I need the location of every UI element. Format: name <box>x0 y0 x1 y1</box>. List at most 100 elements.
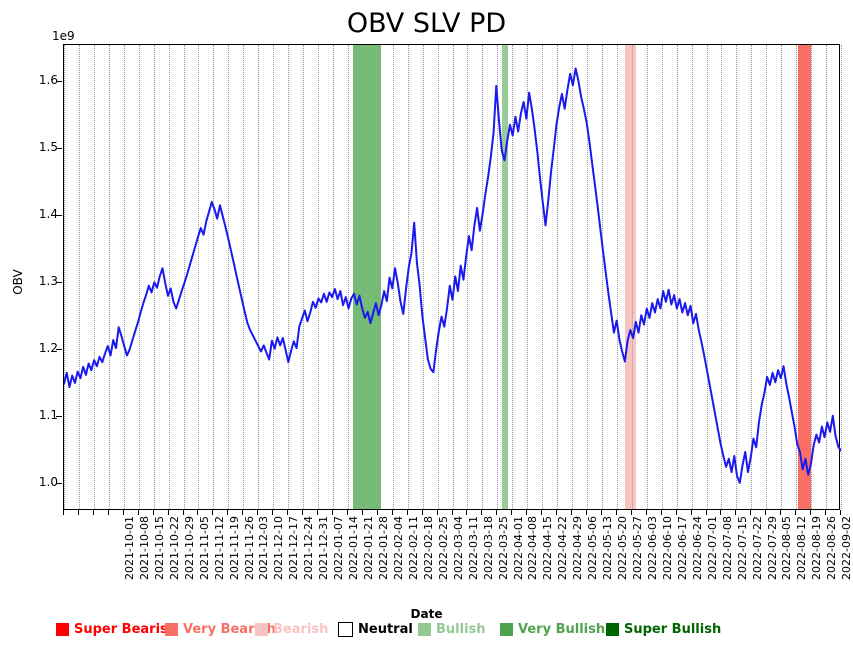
x-tick-label: 2022-04-22 <box>556 516 570 580</box>
gridline-vertical <box>811 45 813 509</box>
legend-item[interactable]: Super Bullish <box>606 619 721 639</box>
gridline-vertical <box>123 45 125 509</box>
legend-label: Bullish <box>436 621 486 637</box>
legend-item[interactable]: Neutral <box>338 619 413 639</box>
legend-swatch <box>338 621 353 637</box>
x-tick-label: 2022-01-14 <box>347 516 361 580</box>
x-tick-mark <box>137 510 139 515</box>
gridline-vertical <box>512 45 514 509</box>
x-tick-mark <box>182 510 184 515</box>
x-tick-mark <box>840 510 841 515</box>
legend-label: Super Bullish <box>624 621 722 637</box>
gridline-vertical <box>303 45 305 509</box>
gridline-vertical <box>138 45 140 509</box>
x-tick-label: 2022-06-10 <box>660 516 674 580</box>
x-tick-label: 2022-01-21 <box>362 516 375 580</box>
x-tick-label: 2022-06-03 <box>645 516 659 580</box>
x-tick-mark <box>92 510 94 515</box>
gridline-vertical <box>288 45 290 509</box>
x-tick-label: 2022-05-13 <box>601 516 615 580</box>
gridline-vertical <box>377 45 379 509</box>
x-tick-mark <box>615 510 617 515</box>
x-tick-mark <box>556 510 558 515</box>
x-tick-mark <box>810 510 812 515</box>
x-tick-label: 2022-02-11 <box>406 516 420 580</box>
x-tick-mark <box>735 510 737 515</box>
x-tick-mark <box>451 510 453 515</box>
legend-label: Neutral <box>358 621 413 637</box>
y-tick-label: 1.0 <box>38 475 58 490</box>
legend-label: Very Bullish <box>518 621 606 637</box>
legend-label: Very Bearish <box>183 621 276 637</box>
gridline-vertical <box>258 45 260 509</box>
legend-item[interactable]: Bearish <box>255 619 328 639</box>
gridline-vertical <box>691 45 693 509</box>
legend-label: Super Bearish <box>74 621 178 637</box>
y-tick-mark <box>56 416 62 418</box>
plot-area <box>63 44 842 510</box>
x-tick-mark <box>361 510 363 515</box>
gridline-vertical <box>841 45 842 509</box>
gridline-vertical <box>437 45 439 509</box>
x-tick-mark <box>287 510 289 515</box>
y-tick-label: 1.6 <box>38 72 58 87</box>
x-tick-label: 2021-11-19 <box>227 516 241 580</box>
legend-item[interactable]: Bullish <box>418 619 486 639</box>
x-tick-mark <box>77 510 79 515</box>
x-tick-mark <box>705 510 707 515</box>
legend-swatch <box>606 622 619 636</box>
x-tick-mark <box>511 510 513 515</box>
gridline-vertical <box>78 45 80 509</box>
legend-swatch <box>165 622 178 636</box>
x-tick-mark <box>795 510 797 515</box>
x-tick-mark <box>825 510 827 515</box>
highlight-region <box>624 45 636 509</box>
legend-item[interactable]: Very Bullish <box>500 619 605 639</box>
gridline-vertical <box>347 45 349 509</box>
x-tick-label: 2021-11-05 <box>197 516 211 580</box>
gridline-vertical <box>183 45 185 509</box>
x-tick-mark <box>630 510 632 515</box>
legend-label: Bearish <box>273 621 329 637</box>
x-tick-label: 2021-10-15 <box>152 516 166 580</box>
x-tick-label: 2022-08-12 <box>795 516 809 580</box>
gridline-vertical <box>273 45 275 509</box>
gridline-vertical <box>332 45 334 509</box>
gridline-vertical <box>422 45 424 509</box>
gridline-vertical <box>572 45 574 509</box>
chart-title: OBV SLV PD <box>346 8 507 39</box>
x-tick-mark <box>481 510 483 515</box>
gridline-vertical <box>467 45 469 509</box>
x-tick-mark <box>765 510 767 515</box>
gridline-vertical <box>527 45 529 509</box>
x-tick-mark <box>421 510 423 515</box>
gridline-vertical <box>676 45 678 509</box>
legend-item[interactable]: Super Bearish <box>56 619 177 639</box>
gridline-vertical <box>736 45 738 509</box>
gridline-vertical <box>318 45 320 509</box>
x-tick-mark <box>212 510 214 515</box>
y-axis-exponent: 1e9 <box>52 29 75 43</box>
y-tick-label: 1.1 <box>38 408 58 423</box>
x-tick-label: 2021-12-31 <box>317 516 331 580</box>
y-tick-label: 1.4 <box>38 206 58 221</box>
gridline-vertical <box>542 45 544 509</box>
x-tick-label: 2022-07-22 <box>750 516 764 580</box>
x-tick-label: 2022-05-27 <box>630 516 644 580</box>
y-tick-mark <box>56 282 62 284</box>
gridline-vertical <box>616 45 618 509</box>
x-tick-mark <box>406 510 408 515</box>
x-tick-label: 2021-10-22 <box>167 516 181 580</box>
legend-item[interactable]: Very Bearish <box>165 619 276 639</box>
x-tick-label: 2021-12-10 <box>272 516 286 580</box>
gridline-vertical <box>751 45 753 509</box>
x-tick-mark <box>466 510 468 515</box>
x-tick-mark <box>167 510 169 515</box>
gridline-vertical <box>497 45 499 509</box>
gridline-vertical <box>586 45 588 509</box>
x-tick-mark <box>122 510 124 515</box>
x-tick-mark <box>346 510 348 515</box>
x-tick-label: 2021-12-17 <box>287 516 301 580</box>
x-tick-mark <box>376 510 378 515</box>
x-tick-mark <box>541 510 543 515</box>
